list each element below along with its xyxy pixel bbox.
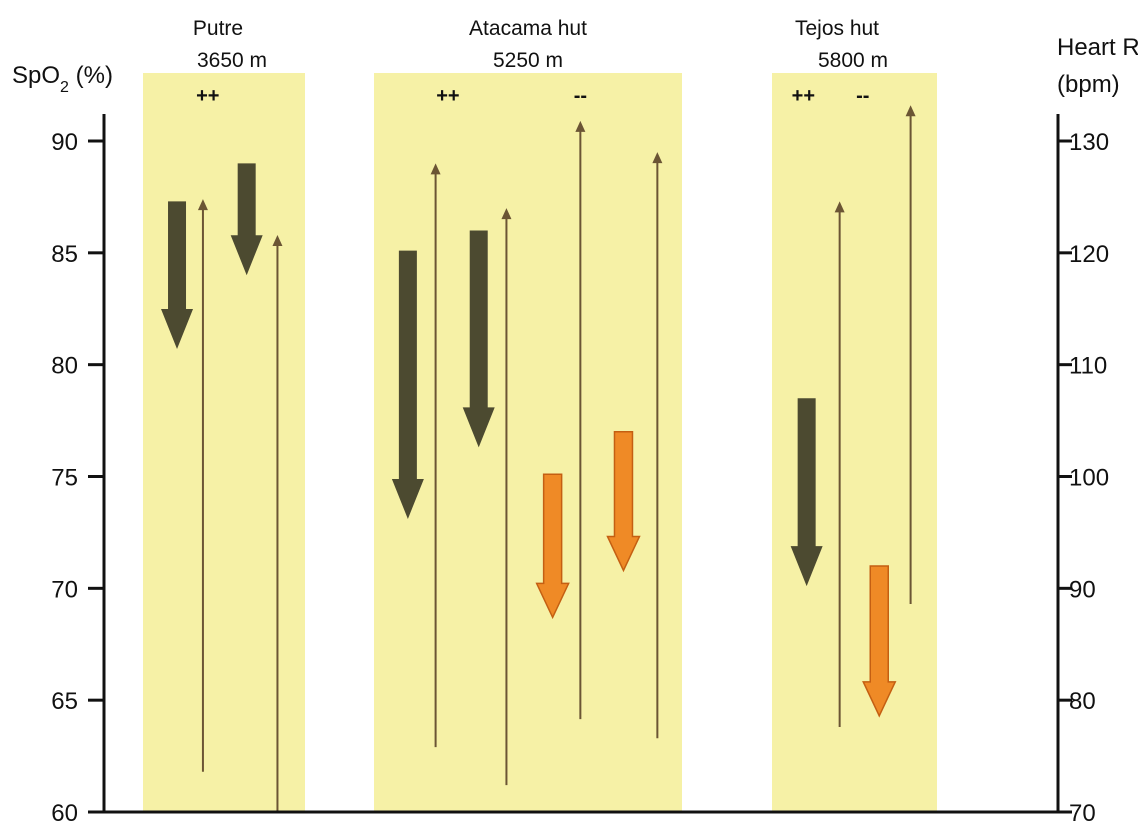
right-tick-label-130: 130 <box>1069 129 1109 156</box>
band-atacama-hut <box>374 73 682 812</box>
sign-label-atacama-hut-1: ++ <box>436 85 459 107</box>
left-tick-label-80: 80 <box>51 353 78 380</box>
right-tick-label-120: 120 <box>1069 241 1109 268</box>
site-name-atacama-hut: Atacama hut <box>469 17 587 40</box>
right-tick-label-70: 70 <box>1069 800 1096 821</box>
arrow-atacama-hut-1-spo2-decrease <box>391 250 424 519</box>
left-tick-label-60: 60 <box>51 800 78 821</box>
site-altitude-atacama-hut: 5250 m <box>493 49 563 72</box>
sign-label-tejos-hut-2: -- <box>856 85 869 107</box>
altitude-site-bands <box>143 73 937 812</box>
left-tick-label-75: 75 <box>51 465 78 492</box>
arrow-putre-4-hr-increase <box>272 234 283 812</box>
arrow-atacama-hut-8-hr-increase-head <box>652 152 663 164</box>
axes <box>102 114 1060 814</box>
arrow-atacama-hut-3-spo2-decrease <box>462 230 495 448</box>
arrow-atacama-hut-2-hr-increase <box>430 163 441 748</box>
right-tick-label-80: 80 <box>1069 688 1096 715</box>
site-name-putre: Putre <box>193 17 243 40</box>
sign-label-tejos-hut-1: ++ <box>792 85 815 107</box>
left-tick-label-85: 85 <box>51 241 78 268</box>
right-tick-label-110: 110 <box>1069 353 1107 380</box>
arrow-atacama-hut-7-hr-decrease <box>606 431 641 573</box>
arrow-tejos-hut-4-hr-increase <box>905 105 916 604</box>
arrow-putre-2-hr-increase-head <box>197 199 208 211</box>
sign-label-putre-1: ++ <box>196 85 219 107</box>
left-tick-label-70: 70 <box>51 576 78 603</box>
right-axis-title-line1: Heart Rate <box>1057 34 1138 61</box>
right-axis-title-line2: (bpm) <box>1057 71 1120 98</box>
right-tick-label-90: 90 <box>1069 576 1096 603</box>
left-axis-title: SpO2 (%) <box>12 62 113 96</box>
arrow-atacama-hut-8-hr-increase <box>652 152 663 739</box>
arrow-atacama-hut-4-hr-increase <box>501 208 512 786</box>
arrow-atacama-hut-5-hr-decrease <box>535 473 570 620</box>
right-axis-ticks: 130 120 110 100 90 80 70 <box>1058 129 1109 821</box>
arrow-putre-1-spo2-decrease <box>161 201 194 350</box>
left-axis-ticks: 90 85 80 75 70 65 60 <box>51 129 104 821</box>
left-tick-label-90: 90 <box>51 129 78 156</box>
arrow-atacama-hut-4-hr-increase-head <box>501 208 512 220</box>
arrow-atacama-hut-6-hr-increase-head <box>575 120 586 132</box>
arrow-tejos-hut-4-hr-increase-head <box>905 105 916 117</box>
site-name-tejos-hut: Tejos hut <box>795 17 879 40</box>
site-altitude-putre: 3650 m <box>197 49 267 72</box>
arrow-atacama-hut-6-hr-increase <box>575 120 586 720</box>
band-tejos-hut <box>772 73 937 812</box>
band-putre <box>143 73 305 812</box>
arrow-tejos-hut-3-hr-decrease <box>862 565 897 718</box>
arrow-putre-4-hr-increase-head <box>272 234 283 246</box>
site-altitude-tejos-hut: 5800 m <box>818 49 888 72</box>
arrow-tejos-hut-1-spo2-decrease <box>790 398 823 587</box>
sign-label-atacama-hut-2: -- <box>574 85 587 107</box>
arrow-putre-3-spo2-decrease <box>230 163 263 276</box>
arrow-tejos-hut-2-hr-increase-head <box>834 201 845 213</box>
right-tick-label-100: 100 <box>1069 465 1109 492</box>
arrow-atacama-hut-2-hr-increase-head <box>430 163 441 175</box>
left-tick-label-65: 65 <box>51 688 78 715</box>
arrow-tejos-hut-2-hr-increase <box>834 201 845 728</box>
sign-labels: ++ ++ -- ++ -- <box>196 85 869 107</box>
measurement-arrows <box>161 105 916 812</box>
site-labels: Putre 3650 m Atacama hut 5250 m Tejos hut 580… <box>193 17 888 72</box>
arrow-putre-2-hr-increase <box>197 199 208 772</box>
